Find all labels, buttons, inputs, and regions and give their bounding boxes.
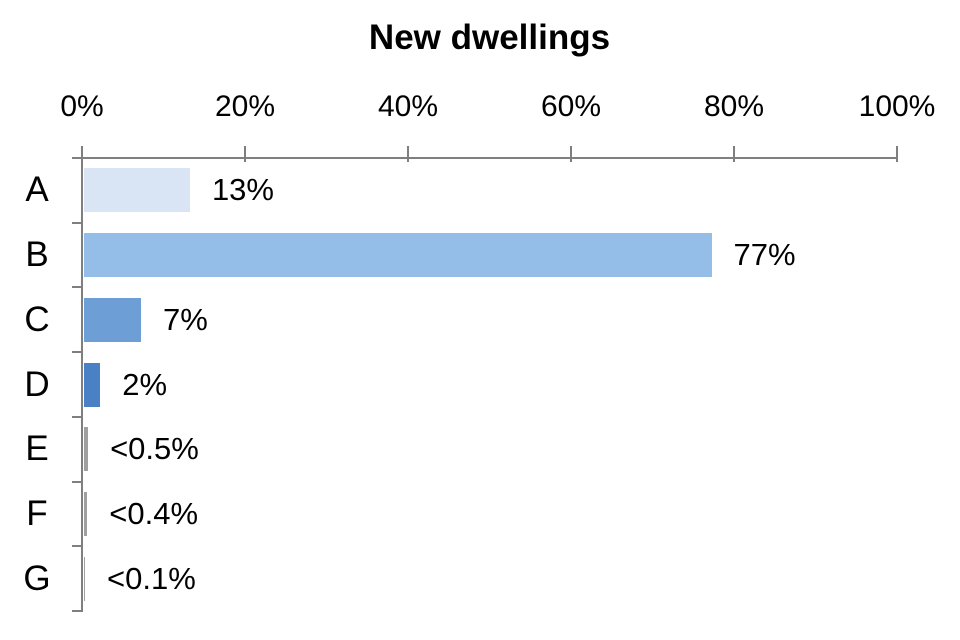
category-label: A [25,170,49,210]
bar-C [84,297,142,342]
x-tick-label: 80% [703,90,765,123]
y-tick-mark [72,545,82,548]
bar-G [84,556,85,601]
bar-F [84,491,88,536]
bar-A [84,168,190,213]
bar-D [84,362,101,407]
x-tick-mark [244,146,246,162]
value-label: <0.5% [110,431,199,467]
y-tick-mark [72,610,82,612]
x-tick-label: 0% [60,90,104,123]
y-tick-mark [72,351,82,354]
y-axis-line [81,146,83,612]
x-tick-mark [570,146,572,162]
category-label: B [25,235,49,275]
value-label: 2% [122,366,168,402]
y-tick-mark [72,221,82,224]
value-label: 13% [211,172,274,208]
x-tick-label: 60% [540,90,602,123]
y-tick-mark [72,415,82,418]
bar-E [84,427,89,472]
x-tick-label: 100% [858,90,936,123]
chart-title: New dwellings [368,18,611,57]
category-label: F [26,493,48,533]
value-label: <0.4% [109,495,199,531]
x-axis-line [72,157,898,159]
value-label: 77% [733,237,796,273]
y-tick-mark [72,157,82,159]
category-label: E [25,429,49,469]
x-tick-label: 20% [214,90,276,123]
category-label: C [24,299,50,339]
y-tick-mark [72,286,82,289]
category-label: D [24,364,50,404]
x-tick-mark [733,146,735,162]
value-label: <0.1% [107,560,196,596]
x-tick-mark [896,146,898,162]
bar-B [84,233,712,278]
x-tick-mark [407,146,409,162]
y-tick-mark [72,480,82,483]
x-tick-mark [81,146,83,162]
x-tick-label: 40% [377,90,439,123]
category-label: G [23,558,51,598]
value-label: 7% [163,301,208,337]
